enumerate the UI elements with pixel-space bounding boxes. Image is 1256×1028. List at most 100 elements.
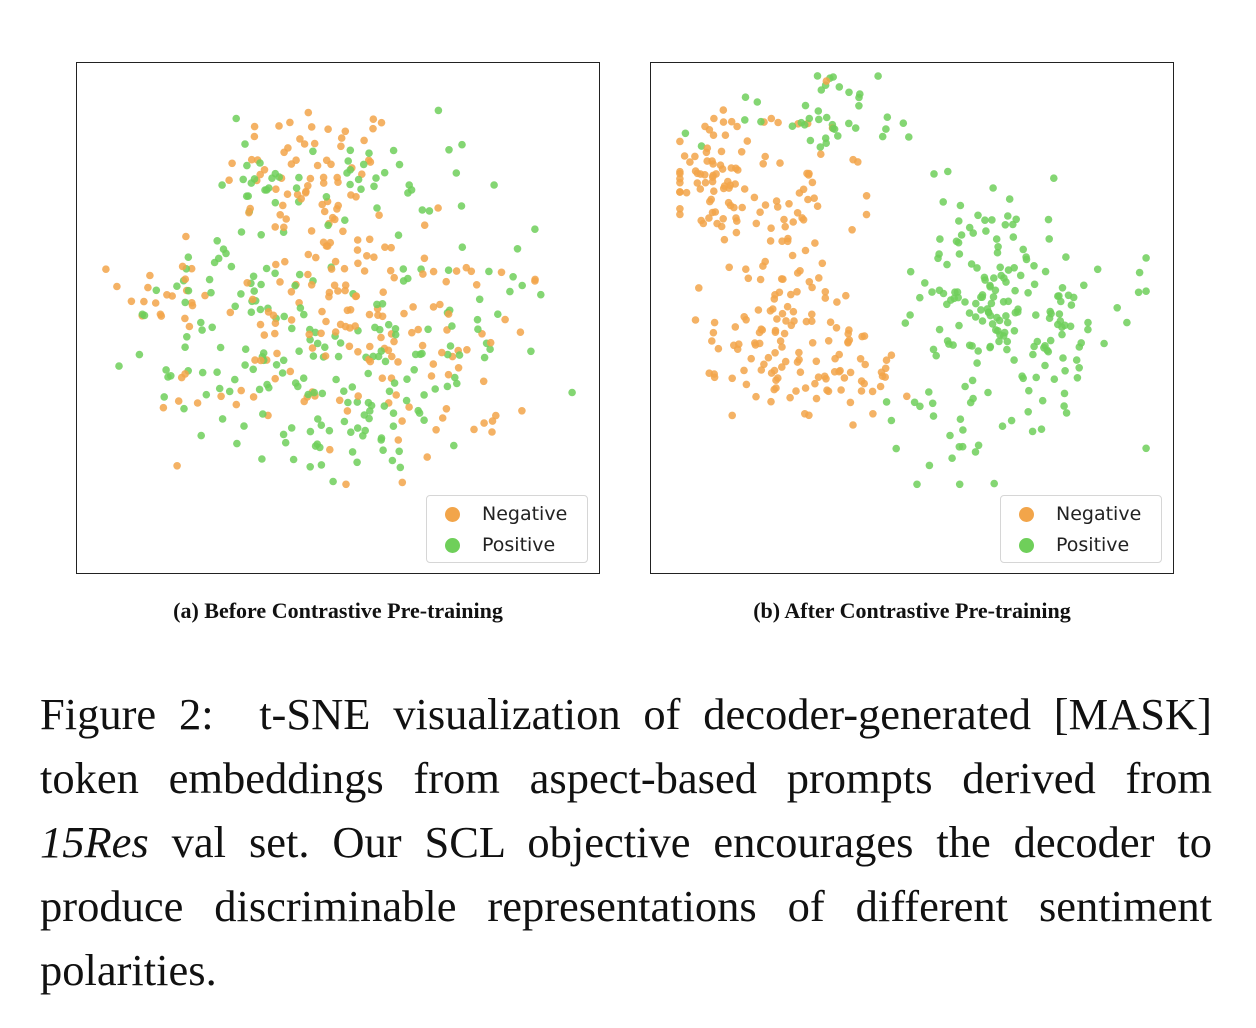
- data-point-positive: [380, 402, 389, 410]
- data-point-negative: [808, 178, 817, 187]
- data-point-negative: [390, 273, 399, 282]
- data-point-negative: [747, 354, 755, 363]
- data-point-positive: [240, 422, 248, 430]
- data-point-negative: [276, 211, 284, 219]
- data-point-negative: [250, 132, 259, 141]
- data-point-positive: [797, 118, 806, 127]
- data-point-negative: [728, 374, 736, 383]
- data-point-positive: [215, 384, 224, 393]
- data-point-positive: [227, 262, 236, 271]
- data-point-negative: [699, 219, 708, 228]
- dataset-name: 15Res: [40, 817, 149, 867]
- data-point-negative: [707, 195, 715, 204]
- data-point-negative: [793, 358, 802, 366]
- data-point-negative: [272, 185, 280, 193]
- data-point-negative: [287, 160, 296, 168]
- data-point-negative: [709, 328, 718, 337]
- data-point-positive: [882, 125, 890, 133]
- data-point-positive: [341, 216, 349, 224]
- data-point-negative: [767, 397, 775, 406]
- data-point-positive: [1007, 416, 1016, 425]
- data-point-positive: [948, 454, 956, 463]
- data-point-negative: [760, 360, 768, 369]
- data-point-positive: [279, 430, 288, 439]
- data-point-negative: [740, 313, 748, 321]
- data-point-positive: [971, 313, 980, 321]
- data-point-negative: [335, 396, 344, 405]
- data-point-positive: [354, 175, 363, 184]
- data-point-positive: [951, 288, 959, 296]
- data-point-positive: [256, 305, 265, 314]
- data-point-negative: [444, 310, 453, 318]
- data-point-negative: [423, 453, 432, 461]
- data-point-positive: [1058, 330, 1066, 339]
- data-point-negative: [330, 281, 339, 290]
- data-point-negative: [744, 274, 753, 283]
- data-point-negative: [733, 217, 741, 225]
- data-point-negative: [738, 203, 746, 212]
- data-point-negative: [463, 346, 471, 354]
- data-point-negative: [734, 166, 742, 174]
- positive-marker: [445, 537, 460, 553]
- data-point-negative: [243, 279, 251, 287]
- data-point-positive: [973, 359, 981, 367]
- data-point-negative: [764, 353, 773, 362]
- data-point-positive: [1024, 408, 1032, 416]
- data-point-positive: [978, 293, 986, 301]
- data-point-positive: [882, 398, 891, 406]
- data-point-positive: [1030, 280, 1039, 289]
- data-point-positive: [233, 439, 241, 448]
- data-point-positive: [485, 267, 493, 276]
- data-point-negative: [334, 178, 342, 186]
- data-point-positive: [299, 374, 308, 383]
- data-point-positive: [1022, 255, 1031, 264]
- data-point-positive: [928, 288, 936, 296]
- data-point-positive: [1062, 409, 1071, 417]
- data-point-positive: [1028, 427, 1037, 436]
- data-point-positive: [446, 342, 455, 350]
- data-point-negative: [676, 178, 684, 187]
- data-point-negative: [808, 317, 816, 325]
- data-point-positive: [231, 302, 239, 311]
- data-point-positive: [788, 122, 797, 130]
- data-point-negative: [181, 370, 189, 378]
- data-point-negative: [780, 215, 788, 224]
- data-point-positive: [1010, 264, 1018, 272]
- data-point-negative: [740, 185, 749, 193]
- data-point-positive: [304, 390, 312, 399]
- data-point-positive: [434, 106, 443, 115]
- data-point-negative: [804, 195, 812, 204]
- data-point-negative: [454, 364, 463, 372]
- data-point-positive: [207, 288, 215, 297]
- data-point-positive: [995, 337, 1003, 346]
- data-point-negative: [854, 158, 862, 166]
- data-point-negative: [788, 251, 797, 260]
- data-point-negative: [341, 127, 350, 136]
- data-point-positive: [817, 86, 826, 94]
- data-point-negative: [384, 346, 393, 355]
- data-point-positive: [249, 272, 258, 281]
- data-point-positive: [1044, 215, 1053, 224]
- data-point-positive: [971, 448, 980, 456]
- data-point-positive: [967, 260, 976, 268]
- data-point-positive: [936, 235, 944, 243]
- data-point-positive: [822, 139, 830, 147]
- data-point-negative: [696, 185, 705, 193]
- data-point-negative: [304, 250, 313, 259]
- data-point-negative: [766, 237, 775, 245]
- data-point-positive: [1058, 284, 1067, 292]
- data-point-positive: [816, 143, 825, 151]
- data-point-positive: [340, 417, 349, 426]
- data-point-positive: [1016, 271, 1025, 280]
- data-point-positive: [906, 311, 914, 319]
- data-point-negative: [271, 329, 279, 338]
- data-point-positive: [961, 298, 969, 306]
- data-point-positive: [913, 480, 921, 489]
- data-point-positive: [455, 351, 464, 359]
- data-point-positive: [981, 216, 989, 224]
- data-point-negative: [793, 288, 801, 296]
- data-point-positive: [317, 461, 326, 469]
- data-point-negative: [730, 203, 738, 212]
- data-point-positive: [443, 350, 452, 359]
- data-point-negative: [857, 387, 866, 395]
